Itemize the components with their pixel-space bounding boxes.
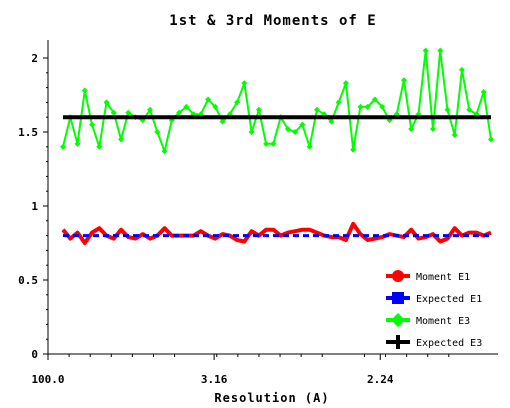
data-point [422,47,429,54]
data-point [429,126,436,133]
legend-marker [392,292,404,304]
legend-item: Moment E1 [386,270,470,283]
x-ticks: 100.0 3.16 2.24 [31,354,450,386]
data-point [248,129,255,135]
x-tick-label: 3.16 [201,373,228,386]
data-point [161,148,168,155]
x-axis-label: Resolution (A) [214,391,329,405]
y-tick-label: 2 [31,52,38,65]
data-point [408,126,415,133]
y-tick-label: 0.5 [18,274,38,287]
data-point [89,121,96,128]
data-point [110,109,117,116]
data-point [466,106,473,113]
data-point [96,143,103,150]
data-point [458,66,465,73]
legend-label: Expected E3 [416,338,482,349]
data-point [205,96,212,103]
data-point [364,103,371,110]
data-point [313,106,320,113]
legend-item: Expected E3 [386,335,482,349]
data-point [154,129,161,135]
data-point [212,103,219,110]
legend-marker [392,270,404,282]
data-point [176,109,183,116]
data-point [263,140,270,147]
data-point [342,80,349,87]
data-point [451,131,458,138]
data-point [74,140,81,147]
legend-item: Expected E1 [386,292,482,305]
series-moment-e1 [61,221,492,245]
data-point [480,89,487,96]
data-point [357,103,364,110]
y-tick-label: 1 [31,200,38,213]
y-tick-label: 1.5 [18,126,38,139]
data-point [292,129,299,135]
data-point [219,118,226,125]
x-tick-label: 100.0 [31,373,64,386]
data-point [306,143,313,150]
y-ticks: 0 0.5 1 1.5 2 [18,52,48,361]
data-point [147,106,154,113]
data-point [255,106,262,113]
data-point [299,121,306,128]
data-point [118,136,125,143]
legend-label: Moment E1 [416,272,470,283]
data-point [241,80,248,87]
series-line [61,221,492,245]
data-point [379,103,386,110]
x-tick-label: 2.24 [367,373,394,386]
data-point [270,140,277,147]
legend: Moment E1 Expected E1 Moment E3 Expected E3 [386,270,482,349]
data-point [81,87,88,94]
chart-title: 1st & 3rd Moments of E [169,13,376,29]
series-layer [60,47,494,245]
data-point [328,118,335,125]
data-point [400,77,407,84]
data-point [371,96,378,103]
y-tick-label: 0 [31,348,38,361]
legend-label: Moment E3 [416,316,470,327]
data-point [183,103,190,110]
data-point [234,99,241,106]
data-point [60,143,66,150]
data-point [125,109,132,116]
series-line [62,49,492,153]
data-point [350,146,357,153]
data-point [437,47,444,54]
data-point [284,126,291,133]
data-point [103,99,110,106]
legend-label: Expected E1 [416,294,482,305]
data-point [488,136,494,143]
legend-marker [391,313,405,327]
series-moment-e3 [60,47,494,155]
legend-item: Moment E3 [386,313,470,327]
data-point [335,99,342,106]
data-point [444,106,451,113]
axes [47,40,498,355]
